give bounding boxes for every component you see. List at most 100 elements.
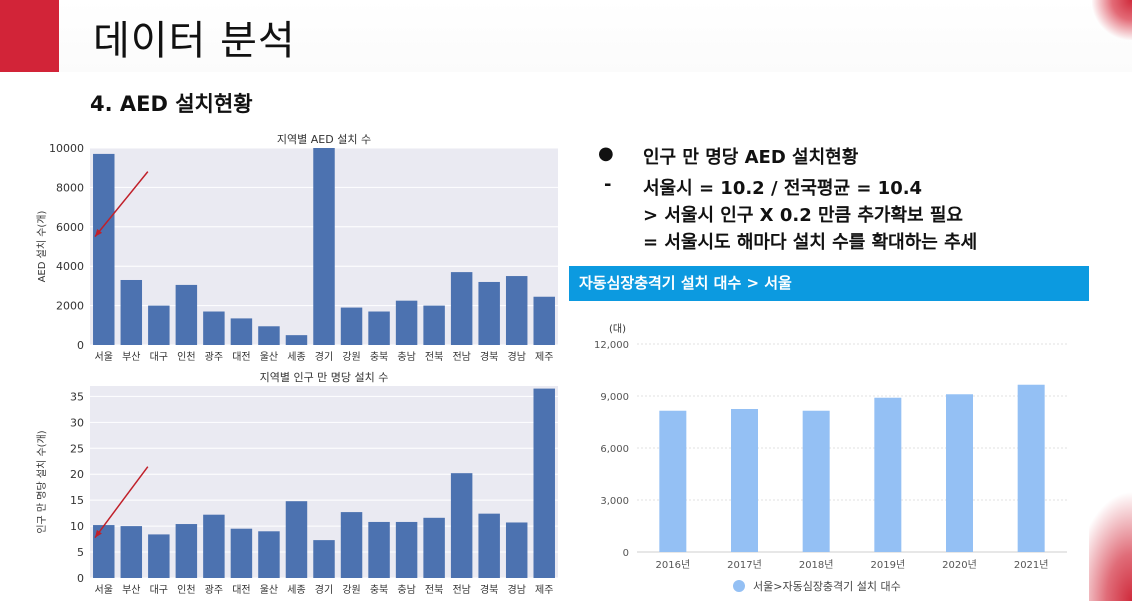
bar [258,326,280,345]
bar [258,531,280,578]
bar [368,311,390,345]
bar [203,311,225,345]
x-tick-label: 경남 [508,583,526,596]
x-tick-label: 전북 [425,351,443,363]
bar [230,528,253,578]
legend-label: 서울>자동심장충격기 설치 대수 [753,580,901,593]
y-tick-label: 30 [70,416,84,429]
annotation-arrow [94,171,149,238]
bullet-marker: ● [598,143,614,164]
bar [340,307,363,345]
x-tick-label: 울산 [260,351,278,363]
x-tick-label: 인천 [177,584,195,596]
annotation-arrowhead [95,228,103,237]
seoul-aed-chart: (대) 0 3,000 6,000 9,000 12,000 2016년 2017년 2018년… [569,266,1089,601]
x-tick-label: 강원 [342,351,360,363]
bar [731,409,758,552]
x-tick-label: 대전 [232,584,250,596]
bar [120,526,143,578]
x-tick-label: 2019년 [871,559,906,571]
x-tick-label: 대구 [150,584,168,596]
x-tick-label: 전남 [452,584,470,596]
y-unit-label: (대) [609,323,626,335]
y-tick-label: 6000 [56,221,84,234]
x-tick-label: 2017년 [727,559,762,571]
y-tick-label: 15 [70,494,84,507]
bar [93,153,115,345]
x-tick-label: 서울 [95,584,113,596]
x-tick-label: 경기 [315,350,333,363]
x-tick-label: 경남 [508,350,526,363]
x-tick-label: 전남 [452,351,470,363]
y-axis-label: AED 설치 수(개) [36,210,48,282]
y-axis-label: 인구 만 명당 설치 수(개) [36,430,48,533]
x-tick-label: 충남 [397,584,415,596]
bar [148,305,170,345]
bar [175,524,198,578]
x-tick-label: 인천 [177,351,195,363]
x-tick-label: 제주 [535,351,553,363]
section-title: 4. AED 설치현황 [90,92,253,116]
bar [93,525,115,578]
bar [313,540,335,578]
y-tick-label: 6,000 [600,444,629,455]
x-tick-label: 2020년 [942,559,977,571]
bar [505,522,528,578]
corner-decoration [1092,0,1132,40]
x-tick-label: 경기 [315,583,333,596]
y-tick-label: 35 [70,390,84,403]
y-tick-label: 0 [623,548,629,559]
bar [285,335,308,345]
bar [395,521,418,578]
bar [203,514,225,578]
bar [423,305,445,345]
bar [230,318,253,345]
y-tick-label: 10000 [49,142,84,155]
bullet-marker: - [604,174,612,195]
y-tick-label: 20 [70,468,84,481]
bar [120,279,143,345]
x-tick-label: 부산 [122,351,140,363]
chart-title: 지역별 인구 만 명당 설치 수 [260,371,389,384]
x-tick-label: 전북 [425,584,443,596]
x-tick-label: 경북 [480,583,498,596]
bar [505,276,528,345]
legend-marker [733,580,745,592]
y-tick-label: 2000 [56,300,84,313]
region-charts-panel: 0 2000 4000 6000 8000 10000 서울 부산 대구 인천 광주 대전 울산 세종 경기… [10,130,570,600]
bar [533,296,555,345]
bar [1017,384,1045,552]
x-tick-label: 충남 [397,351,415,363]
title-band [59,0,1132,72]
y-tick-label: 8000 [56,181,84,194]
bar [478,513,500,578]
bar [659,410,687,552]
x-tick-label: 2018년 [799,559,834,571]
x-tick-label: 부산 [122,584,140,596]
x-tick-label: 2021년 [1014,559,1049,571]
y-tick-label: 9,000 [600,392,629,403]
bar [368,521,390,578]
seoul-aed-chart-svg: (대) 0 3,000 6,000 9,000 12,000 2016년 2017년 2018년… [594,323,1067,593]
y-tick-label: 12,000 [594,340,629,351]
bar [478,281,500,345]
bullet-text: = 서울시도 해마다 설치 수를 확대하는 추세 [643,232,978,253]
bar [313,148,335,345]
chart-title: 지역별 AED 설치 수 [277,133,371,146]
y-tick-label: 25 [70,442,84,455]
x-tick-label: 광주 [205,351,223,363]
x-tick-label: 2016년 [656,559,691,571]
y-tick-label: 3,000 [600,496,629,507]
y-tick-label: 10 [70,520,84,533]
x-tick-label: 경북 [480,350,498,363]
x-tick-label: 울산 [260,584,278,596]
annotation-arrow [94,466,149,539]
bar [285,501,308,578]
bar [946,394,973,552]
bar [874,397,902,552]
bar [533,388,555,578]
x-tick-label: 대구 [150,351,168,363]
seoul-chart-header: 자동심장충격기 설치 대수 > 서울 [569,266,1089,301]
y-tick-label: 4000 [56,260,84,273]
bullet-text: 서울시 = 10.2 / 전국평균 = 10.4 [643,178,923,199]
